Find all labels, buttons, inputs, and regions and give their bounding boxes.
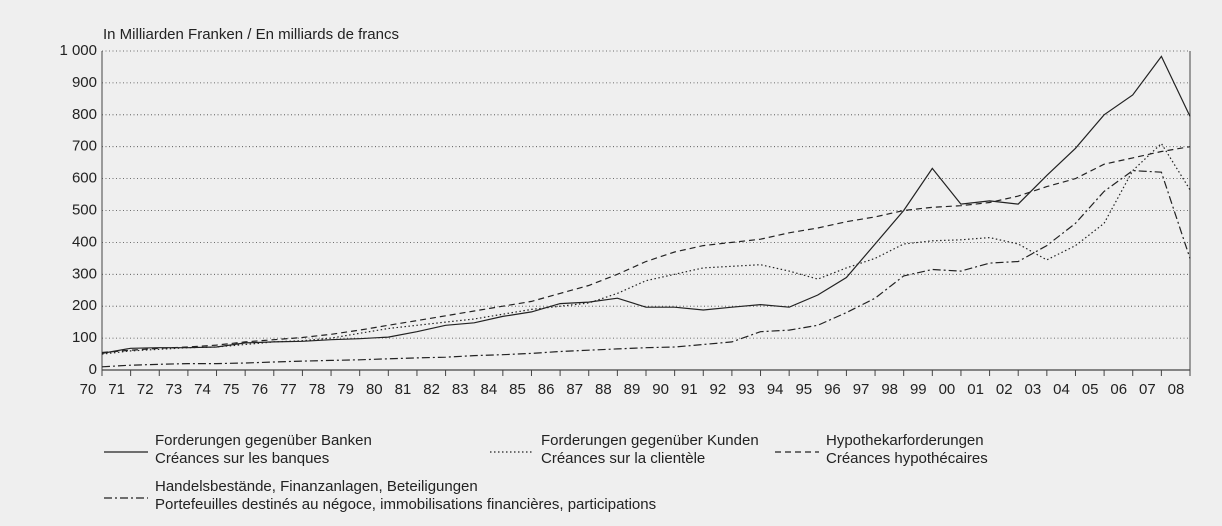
- x-tick-label: 80: [366, 381, 383, 398]
- x-tick-label: 86: [538, 381, 555, 398]
- x-tick-label: 74: [194, 381, 211, 398]
- legend-label: Portefeuilles destinés au négoce, immobi…: [155, 496, 656, 513]
- x-tick-label: 81: [395, 381, 412, 398]
- y-tick-label: 400: [72, 233, 97, 250]
- x-tick-label: 90: [652, 381, 669, 398]
- x-tick-label: 02: [996, 381, 1013, 398]
- x-tick-label: 95: [795, 381, 812, 398]
- x-tick-label: 70: [80, 381, 97, 398]
- x-tick-label: 93: [738, 381, 755, 398]
- y-tick-label: 0: [89, 361, 97, 378]
- x-tick-label: 77: [280, 381, 297, 398]
- x-tick-label: 75: [223, 381, 240, 398]
- x-tick-label: 06: [1110, 381, 1127, 398]
- x-tick-label: 85: [509, 381, 526, 398]
- legend-label: Créances sur les banques: [155, 450, 329, 467]
- x-tick-label: 89: [624, 381, 641, 398]
- y-tick-label: 100: [72, 329, 97, 346]
- x-tick-label: 72: [137, 381, 154, 398]
- x-tick-label: 98: [881, 381, 898, 398]
- x-tick-label: 71: [108, 381, 125, 398]
- legend-label: Créances sur la clientèle: [541, 450, 705, 467]
- x-tick-label: 94: [767, 381, 784, 398]
- x-tick-label: 78: [309, 381, 326, 398]
- x-tick-label: 92: [710, 381, 727, 398]
- series-line: [101, 146, 1191, 354]
- legend-label: Forderungen gegenüber Kunden: [541, 432, 759, 449]
- x-tick-label: 97: [853, 381, 870, 398]
- legend-label: Handelsbestände, Finanzanlagen, Beteilig…: [155, 478, 478, 495]
- x-tick-label: 01: [967, 381, 984, 398]
- x-tick-label: 00: [939, 381, 956, 398]
- x-tick-label: 91: [681, 381, 698, 398]
- y-tick-label: 900: [72, 74, 97, 91]
- y-tick-label: 1 000: [59, 42, 97, 59]
- y-tick-label: 600: [72, 170, 97, 187]
- legend-label: Hypothekarforderungen: [826, 432, 984, 449]
- legend-label: Forderungen gegenüber Banken: [155, 432, 372, 449]
- x-tick-label: 07: [1139, 381, 1156, 398]
- y-axis-label: In Milliarden Franken / En milliards de …: [103, 26, 399, 43]
- x-tick-label: 08: [1168, 381, 1185, 398]
- series-line: [101, 142, 1191, 355]
- x-tick-label: 87: [566, 381, 583, 398]
- x-tick-label: 73: [166, 381, 183, 398]
- x-tick-label: 83: [452, 381, 469, 398]
- x-tick-label: 76: [251, 381, 268, 398]
- y-tick-label: 700: [72, 138, 97, 155]
- series-line: [101, 55, 1191, 354]
- x-tick-label: 05: [1082, 381, 1099, 398]
- y-tick-label: 300: [72, 265, 97, 282]
- x-tick-label: 88: [595, 381, 612, 398]
- legend-label: Créances hypothécaires: [826, 450, 988, 467]
- x-tick-label: 82: [423, 381, 440, 398]
- y-tick-label: 500: [72, 201, 97, 218]
- x-tick-label: 03: [1024, 381, 1041, 398]
- x-tick-label: 84: [480, 381, 497, 398]
- x-tick-label: 99: [910, 381, 927, 398]
- x-tick-label: 96: [824, 381, 841, 398]
- series-line: [101, 169, 1191, 368]
- y-tick-label: 800: [72, 106, 97, 123]
- x-tick-label: 79: [337, 381, 354, 398]
- x-tick-label: 04: [1053, 381, 1070, 398]
- y-tick-label: 200: [72, 297, 97, 314]
